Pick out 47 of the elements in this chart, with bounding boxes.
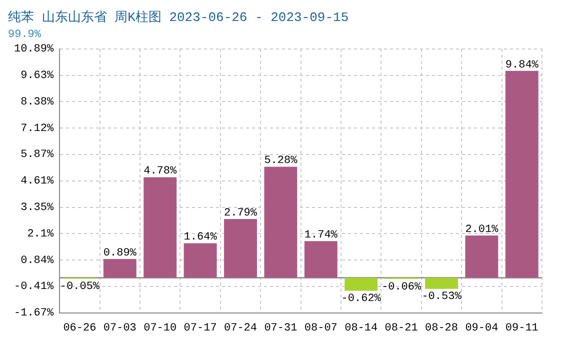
- bar: [304, 241, 338, 278]
- bar: [103, 258, 136, 278]
- x-tick-label: 07-10: [144, 322, 177, 334]
- data-label: 4.78%: [144, 166, 177, 178]
- x-tick-label: 08-21: [384, 322, 418, 334]
- data-label: 1.74%: [304, 230, 338, 242]
- x-tick-label: 08-07: [304, 322, 338, 334]
- chart-title: 纯苯 山东山东省 周K柱图 2023-06-26 - 2023-09-15: [8, 10, 349, 26]
- y-tick-label: 5.87%: [20, 149, 54, 162]
- bar: [184, 243, 217, 278]
- y-tick-label: 0.84%: [20, 254, 54, 267]
- data-label: -0.62%: [341, 293, 382, 306]
- data-label: 9.84%: [505, 59, 539, 72]
- y-tick-label: 3.35%: [20, 202, 54, 214]
- data-label: 1.64%: [184, 232, 218, 244]
- bar: [425, 278, 458, 289]
- data-label: 0.89%: [103, 247, 137, 260]
- bar: [465, 235, 498, 278]
- x-tick-label: 08-14: [344, 322, 378, 334]
- y-tick-label: -1.67%: [14, 308, 54, 320]
- bar: [505, 70, 538, 278]
- y-tick-label: 8.38%: [20, 96, 54, 108]
- x-tick-label: 06-26: [63, 322, 96, 334]
- data-label: 2.01%: [465, 224, 499, 236]
- x-tick-label: 07-03: [103, 322, 136, 334]
- x-tick-label: 09-11: [505, 322, 539, 334]
- bar: [264, 166, 298, 278]
- x-tick-label: 08-28: [424, 322, 458, 334]
- bar: [224, 219, 257, 278]
- data-label: -0.53%: [422, 291, 462, 304]
- y-tick-label: 9.63%: [20, 70, 54, 82]
- y-tick-label: 4.61%: [20, 176, 54, 188]
- x-tick-label: 07-17: [184, 322, 217, 334]
- chart-subtitle: 99.9%: [8, 29, 42, 42]
- data-label: 5.28%: [264, 155, 298, 168]
- data-label: -0.06%: [381, 281, 422, 294]
- y-tick-label: 2.1%: [27, 228, 54, 240]
- y-tick-label: 7.12%: [20, 122, 54, 135]
- x-tick-label: 07-24: [224, 322, 258, 334]
- data-label: 2.79%: [224, 207, 258, 220]
- x-tick-label: 07-31: [264, 322, 298, 334]
- y-tick-label: 10.89%: [14, 44, 54, 56]
- data-label: -0.05%: [60, 281, 100, 294]
- bar: [144, 177, 177, 278]
- x-tick-label: 09-04: [465, 322, 499, 334]
- bar: [344, 278, 378, 291]
- y-tick-label: -0.41%: [14, 281, 54, 294]
